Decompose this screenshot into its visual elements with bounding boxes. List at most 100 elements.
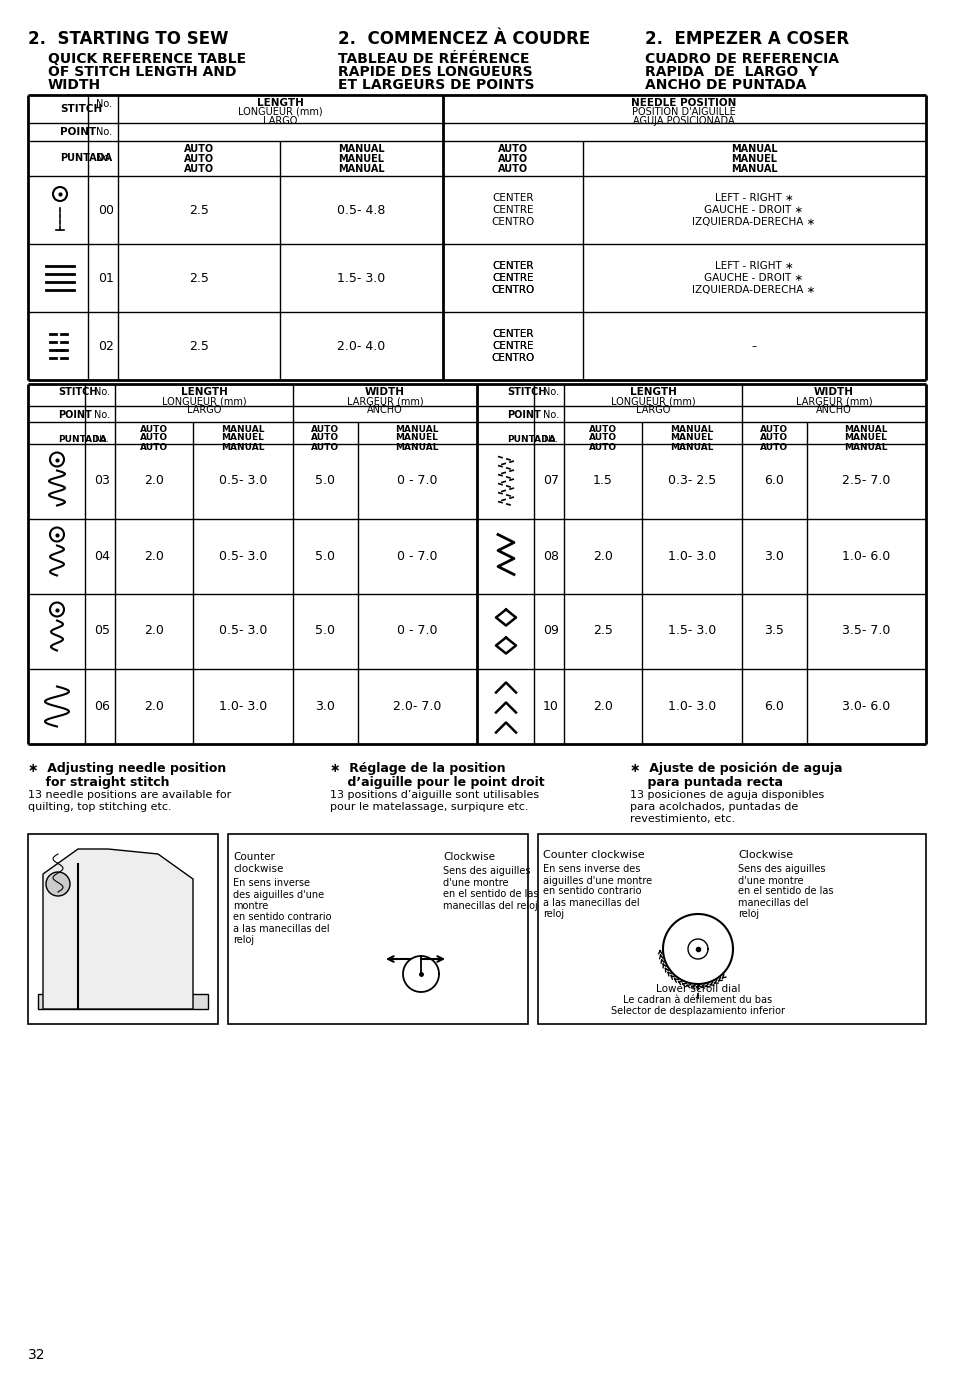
Text: No.: No. — [96, 126, 112, 137]
Text: Counter clockwise: Counter clockwise — [542, 851, 644, 860]
Text: En sens inverse des
aiguilles d'une montre: En sens inverse des aiguilles d'une mont… — [542, 864, 652, 886]
Text: STITCH: STITCH — [58, 387, 97, 397]
Text: en sentido contrario
a las manecillas del
reloj: en sentido contrario a las manecillas de… — [233, 912, 331, 945]
Text: AUTO: AUTO — [140, 442, 168, 452]
Text: No.: No. — [542, 387, 558, 397]
Text: 5.0: 5.0 — [314, 625, 335, 638]
Text: 2.0: 2.0 — [144, 550, 164, 562]
Text: 04: 04 — [94, 550, 110, 562]
Text: Le cadran à défilement du bas: Le cadran à défilement du bas — [622, 995, 772, 1004]
Text: 6.0: 6.0 — [763, 474, 783, 488]
Text: POINT: POINT — [506, 409, 540, 420]
Text: MANUAL: MANUAL — [221, 425, 265, 434]
Text: 3.0: 3.0 — [763, 550, 783, 562]
Text: MANUEL: MANUEL — [337, 154, 384, 164]
Text: MANUEL: MANUEL — [730, 154, 776, 164]
Text: MANUAL: MANUAL — [843, 425, 887, 434]
Text: RAPIDE DES LONGUEURS: RAPIDE DES LONGUEURS — [337, 65, 532, 78]
Text: MANUAL: MANUAL — [670, 425, 713, 434]
Text: 13 posiciones de aguja disponibles: 13 posiciones de aguja disponibles — [629, 790, 823, 800]
Text: 3.0: 3.0 — [314, 699, 335, 713]
Text: MANUEL: MANUEL — [843, 434, 886, 442]
Text: No.: No. — [94, 434, 110, 444]
Text: ∗  Adjusting needle position: ∗ Adjusting needle position — [28, 763, 226, 775]
Text: LARGO: LARGO — [187, 405, 221, 415]
Text: MANUAL: MANUAL — [395, 425, 438, 434]
Text: AUTO: AUTO — [760, 434, 787, 442]
Bar — [38, 993, 208, 1009]
Text: AUTO: AUTO — [184, 164, 213, 174]
Text: 0.5- 4.8: 0.5- 4.8 — [336, 203, 385, 217]
Text: Selector de desplazamiento inferior: Selector de desplazamiento inferior — [610, 1006, 784, 1015]
Text: d’aiguille pour le point droit: d’aiguille pour le point droit — [330, 776, 544, 789]
Text: LONGUEUR (mm): LONGUEUR (mm) — [237, 107, 322, 117]
Text: 0 - 7.0: 0 - 7.0 — [396, 474, 436, 488]
Text: QUICK REFERENCE TABLE: QUICK REFERENCE TABLE — [48, 52, 246, 66]
Text: POINT: POINT — [60, 126, 96, 137]
Text: 2.5: 2.5 — [189, 272, 209, 284]
Text: WIDTH: WIDTH — [813, 387, 853, 397]
Text: PUNTADA: PUNTADA — [58, 434, 107, 444]
Text: 0.5- 3.0: 0.5- 3.0 — [218, 474, 267, 488]
Text: WIDTH: WIDTH — [48, 78, 101, 92]
Text: 2.0: 2.0 — [593, 550, 612, 562]
Bar — [28, 834, 218, 1024]
Text: 5.0: 5.0 — [314, 550, 335, 562]
Text: TABLEAU DE RÉFÉRENCE: TABLEAU DE RÉFÉRENCE — [337, 52, 529, 66]
Text: 05: 05 — [94, 625, 110, 638]
Text: LONGUEUR (mm): LONGUEUR (mm) — [161, 396, 246, 405]
Text: 32: 32 — [28, 1348, 46, 1362]
Text: ANCHO: ANCHO — [367, 405, 402, 415]
Text: AUTO: AUTO — [497, 144, 528, 154]
Text: 2.5- 7.0: 2.5- 7.0 — [841, 474, 889, 488]
Bar — [228, 834, 527, 1024]
Text: 2.0: 2.0 — [593, 699, 612, 713]
Text: No.: No. — [93, 387, 110, 397]
Text: 08: 08 — [542, 550, 558, 562]
Text: ∗  Réglage de la position: ∗ Réglage de la position — [330, 763, 505, 775]
Text: ET LARGEURS DE POINTS: ET LARGEURS DE POINTS — [337, 78, 534, 92]
Text: CENTER
CENTRE
CENTRO: CENTER CENTRE CENTRO — [491, 194, 534, 227]
Text: pour le matelassage, surpiqure etc.: pour le matelassage, surpiqure etc. — [330, 802, 528, 812]
Circle shape — [46, 872, 70, 896]
Text: Sens des aiguilles
d'une montre: Sens des aiguilles d'une montre — [738, 864, 824, 886]
Text: 1.0- 3.0: 1.0- 3.0 — [218, 699, 267, 713]
Text: POINT: POINT — [58, 409, 91, 420]
Text: MANUAL: MANUAL — [395, 442, 438, 452]
Text: AUTO: AUTO — [311, 434, 338, 442]
Text: ∗  Ajuste de posición de aguja: ∗ Ajuste de posición de aguja — [629, 763, 841, 775]
Text: LARGEUR (mm): LARGEUR (mm) — [795, 396, 871, 405]
Text: para acolchados, puntadas de: para acolchados, puntadas de — [629, 802, 798, 812]
Text: NEEDLE POSITION: NEEDLE POSITION — [631, 98, 736, 109]
Text: CUADRO DE REFERENCIA: CUADRO DE REFERENCIA — [644, 52, 838, 66]
Text: AUTO: AUTO — [311, 442, 338, 452]
Text: Sens des aiguilles
d'une montre: Sens des aiguilles d'une montre — [442, 866, 530, 888]
Text: MANUAL: MANUAL — [337, 144, 384, 154]
Text: ANCHO: ANCHO — [815, 405, 851, 415]
Text: Lower scroll dial: Lower scroll dial — [655, 984, 740, 993]
Text: para puntada recta: para puntada recta — [629, 776, 782, 789]
Text: 00: 00 — [98, 203, 113, 217]
Text: AUTO: AUTO — [311, 425, 338, 434]
Text: LARGO: LARGO — [635, 405, 670, 415]
Text: No.: No. — [542, 409, 558, 420]
Text: 0.5- 3.0: 0.5- 3.0 — [218, 550, 267, 562]
Text: CENTER
CENTRE
CENTRO: CENTER CENTRE CENTRO — [491, 261, 534, 294]
Text: No.: No. — [543, 434, 558, 444]
Text: MANUAL: MANUAL — [843, 442, 887, 452]
Text: AUTO: AUTO — [588, 434, 617, 442]
Text: AUTO: AUTO — [588, 425, 617, 434]
Text: for straight stitch: for straight stitch — [28, 776, 170, 789]
Text: MANUAL: MANUAL — [221, 442, 265, 452]
Text: 1.5: 1.5 — [593, 474, 612, 488]
Text: OF STITCH LENGTH AND: OF STITCH LENGTH AND — [48, 65, 236, 78]
Text: 1.0- 3.0: 1.0- 3.0 — [667, 699, 716, 713]
Text: 2.0: 2.0 — [144, 625, 164, 638]
Text: No.: No. — [93, 409, 110, 420]
Text: revestimiento, etc.: revestimiento, etc. — [629, 813, 735, 824]
Text: 5.0: 5.0 — [314, 474, 335, 488]
Text: PUNTADA: PUNTADA — [60, 153, 112, 164]
Text: MANUEL: MANUEL — [221, 434, 264, 442]
Text: MANUAL: MANUAL — [730, 144, 777, 154]
Text: 0 - 7.0: 0 - 7.0 — [396, 550, 436, 562]
